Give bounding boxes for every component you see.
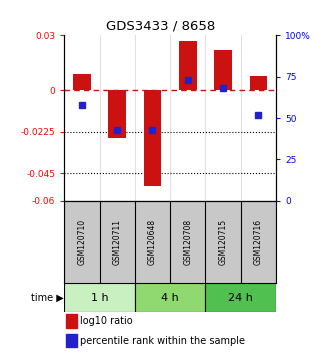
Bar [249, 76, 267, 91]
Text: GSM120715: GSM120715 [219, 219, 228, 265]
Bar [179, 41, 196, 91]
Bar [73, 74, 91, 91]
Text: log10 ratio: log10 ratio [80, 316, 133, 326]
Bar [66, 314, 77, 328]
Text: GSM120648: GSM120648 [148, 219, 157, 265]
Text: 4 h: 4 h [161, 292, 179, 303]
Text: GSM120708: GSM120708 [183, 219, 192, 265]
Text: GSM120710: GSM120710 [77, 219, 86, 265]
Bar [135, 283, 205, 312]
Text: GSM120716: GSM120716 [254, 219, 263, 265]
Text: time ▶: time ▶ [31, 292, 64, 303]
Text: GDS3433 / 8658: GDS3433 / 8658 [106, 19, 215, 33]
Text: 24 h: 24 h [228, 292, 253, 303]
Text: 1 h: 1 h [91, 292, 108, 303]
Bar [108, 91, 126, 138]
Text: GSM120711: GSM120711 [113, 219, 122, 265]
Bar [64, 283, 135, 312]
Text: percentile rank within the sample: percentile rank within the sample [80, 336, 245, 346]
Bar [214, 50, 232, 91]
Bar [66, 334, 77, 347]
Bar [143, 91, 161, 186]
Bar [205, 283, 276, 312]
